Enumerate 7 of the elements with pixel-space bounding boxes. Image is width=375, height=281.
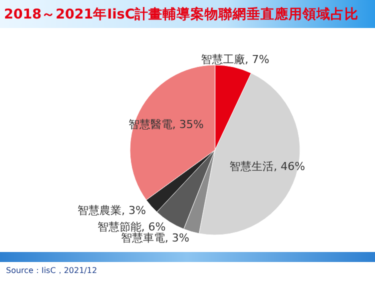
chart-title: 2018～2021年IisC計畫輔導案物聯網垂直應用領域占比 xyxy=(4,6,359,22)
slice-label: 智慧農業, 3% xyxy=(78,204,146,217)
slice-label: 智慧工廠, 7% xyxy=(200,53,270,66)
source-note: Source：IisC，2021/12 xyxy=(6,266,98,275)
slice-label: 智慧車電, 3% xyxy=(120,231,190,244)
slice-label: 智慧生活, 46% xyxy=(230,160,306,173)
slice-label: 智慧醫電, 35% xyxy=(128,118,204,132)
